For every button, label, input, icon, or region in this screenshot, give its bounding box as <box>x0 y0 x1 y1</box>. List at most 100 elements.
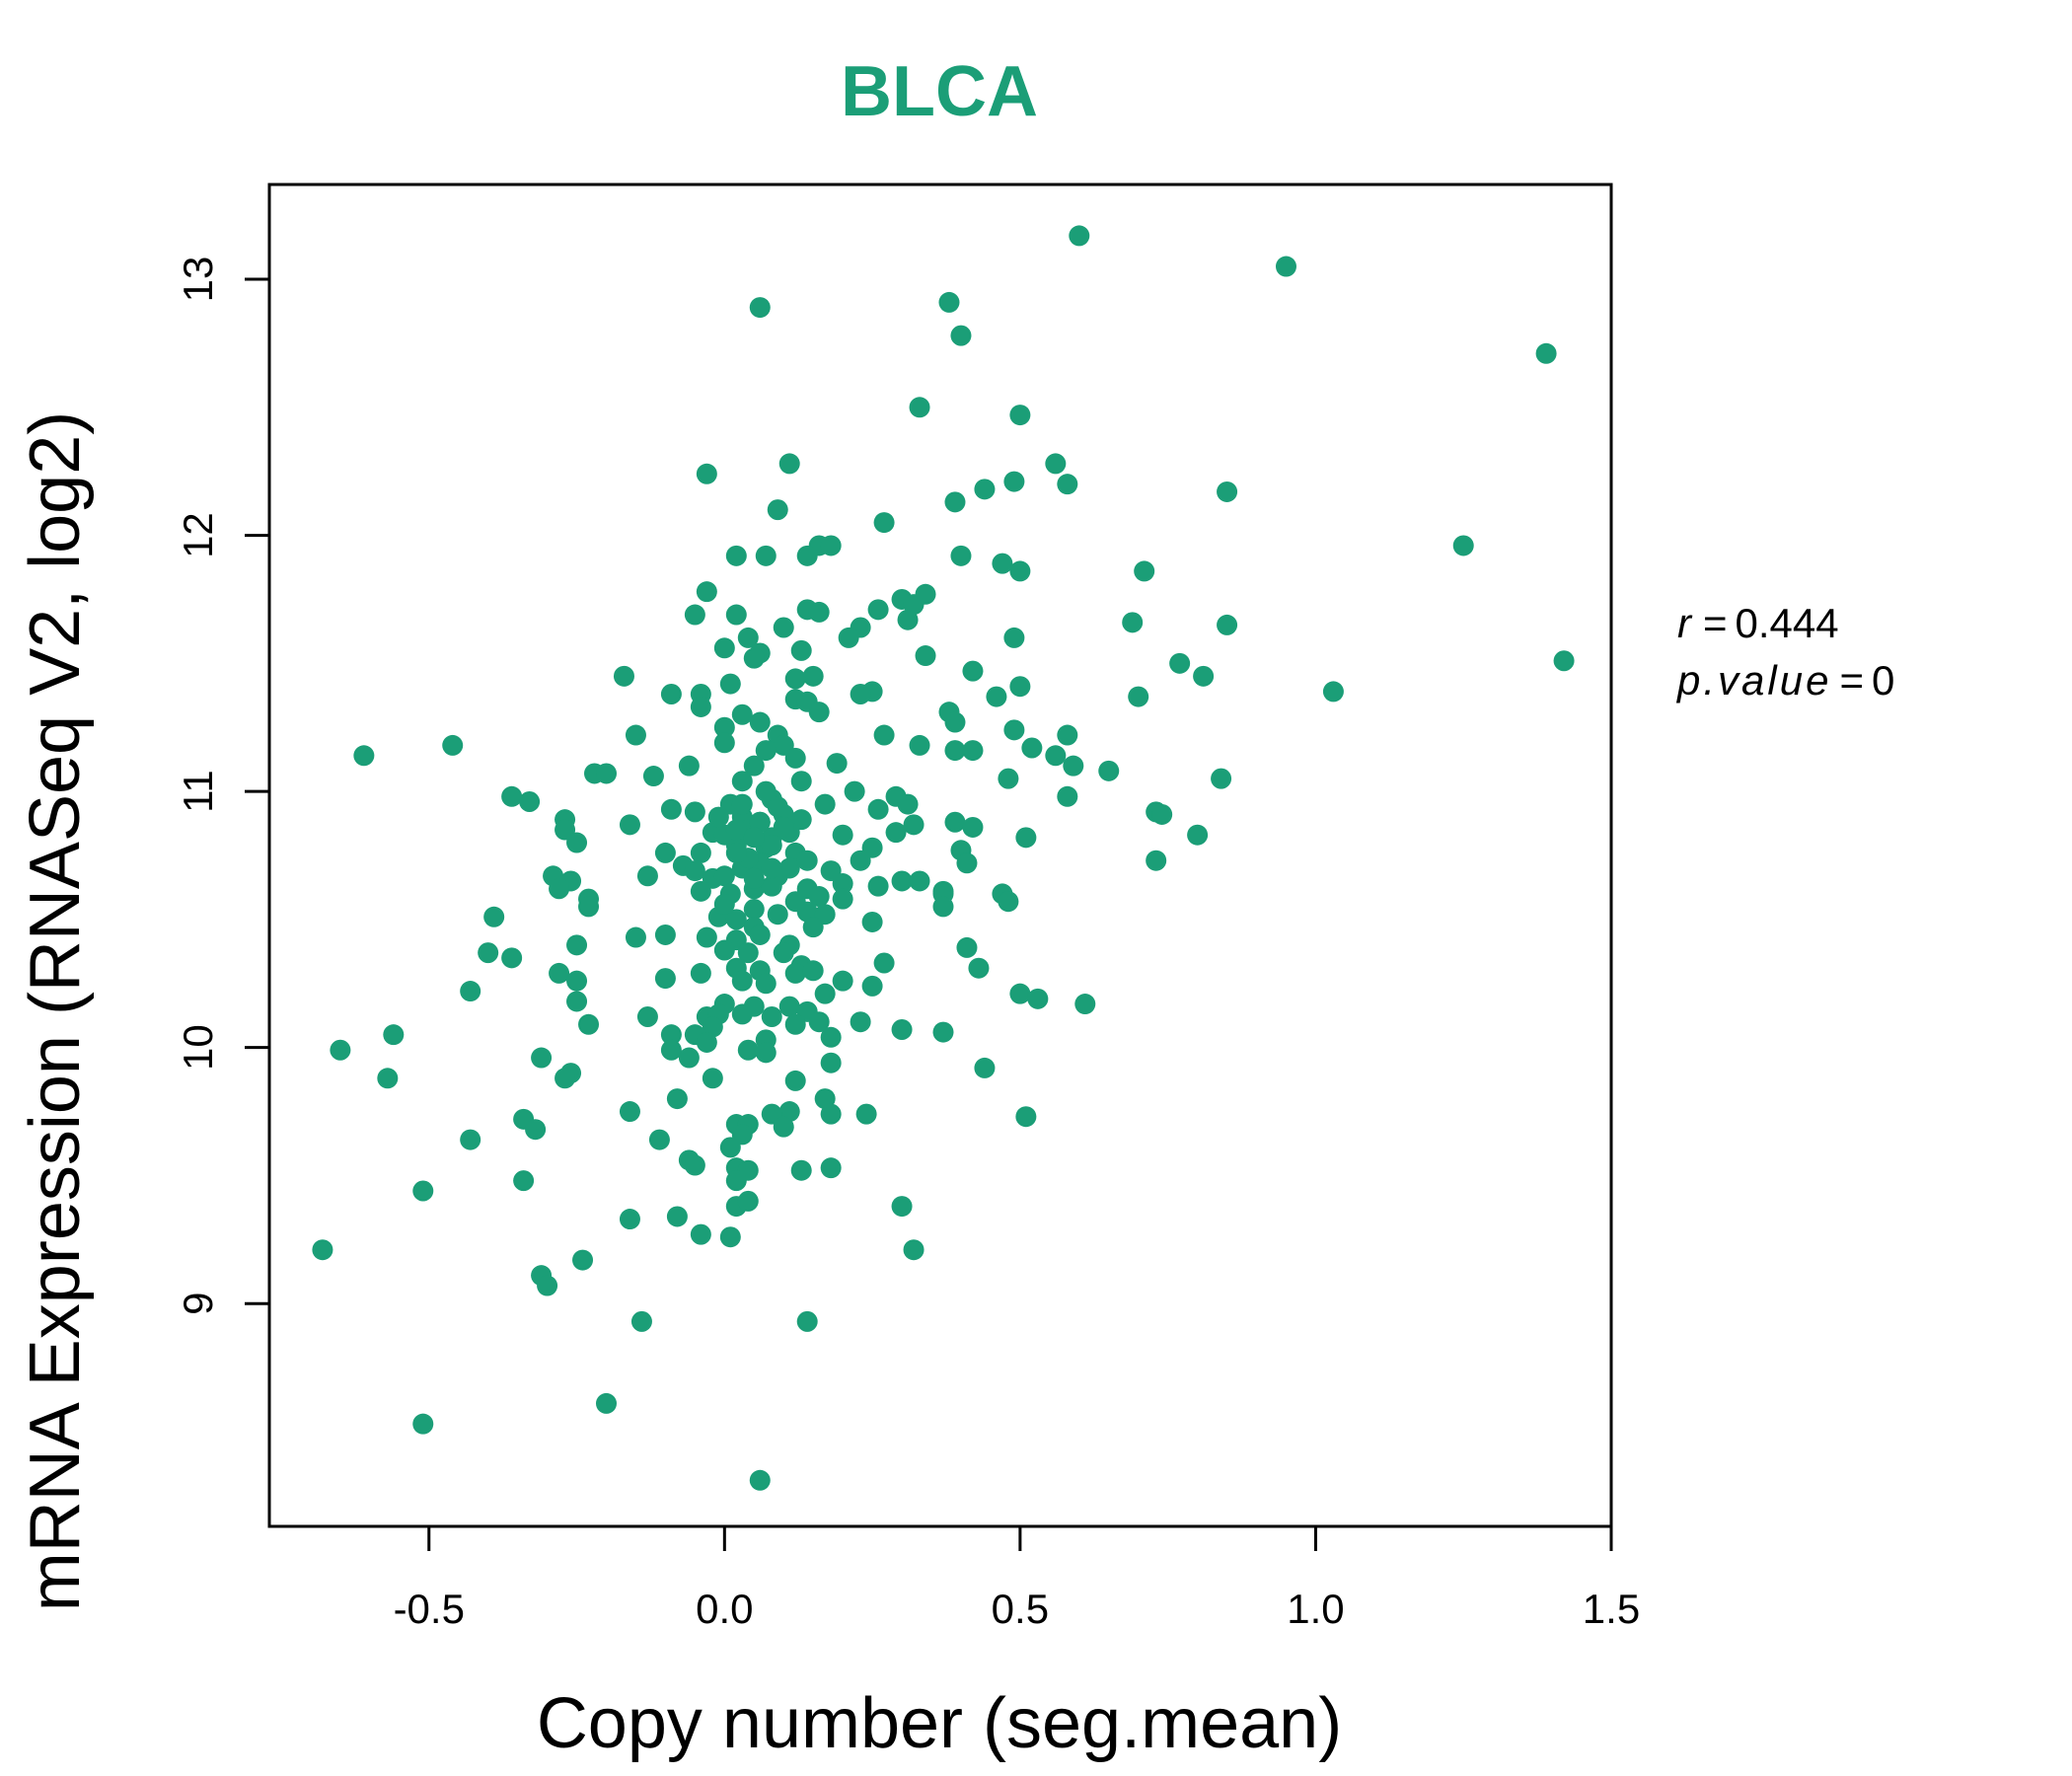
data-point <box>820 1026 842 1048</box>
data-point <box>873 512 895 534</box>
data-point <box>749 924 771 945</box>
data-point <box>684 860 705 882</box>
data-point <box>725 909 747 930</box>
data-point <box>855 1103 877 1125</box>
r-annotation: r = 0.444 <box>1677 600 1839 646</box>
data-point <box>1009 405 1031 426</box>
data-point <box>731 970 753 992</box>
data-point <box>595 1392 617 1414</box>
data-point <box>713 732 735 754</box>
data-point <box>778 996 800 1017</box>
data-point <box>377 1068 399 1089</box>
data-point <box>731 771 753 792</box>
data-point <box>383 1024 405 1046</box>
data-point <box>713 893 735 915</box>
data-point <box>802 665 824 687</box>
data-point <box>713 716 735 738</box>
data-point <box>696 581 717 603</box>
data-point <box>725 1170 747 1192</box>
data-point <box>826 753 848 775</box>
data-point <box>743 647 765 669</box>
data-point <box>755 780 777 802</box>
data-point <box>1211 768 1232 789</box>
data-point <box>713 865 735 887</box>
data-point <box>566 934 588 956</box>
data-point <box>743 827 765 849</box>
data-point <box>773 1116 794 1138</box>
data-point <box>1045 745 1067 767</box>
data-point <box>719 1226 741 1248</box>
data-point <box>1009 676 1031 698</box>
data-point <box>690 880 711 902</box>
data-point <box>755 545 777 566</box>
data-point <box>944 491 966 513</box>
data-point <box>909 734 930 756</box>
data-point <box>1069 225 1090 247</box>
data-point <box>613 665 634 687</box>
data-point <box>666 1206 688 1227</box>
data-point <box>820 1103 842 1125</box>
y-axis-title: mRNA Expression (RNASeq V2, log2) <box>16 411 95 1611</box>
data-point <box>442 734 464 756</box>
data-point <box>412 1413 434 1435</box>
data-point <box>648 1129 670 1150</box>
r-equals: = <box>1703 600 1728 646</box>
data-point <box>850 1011 871 1033</box>
data-point <box>986 686 1007 707</box>
data-point <box>690 962 711 984</box>
y-tick-label: 11 <box>175 770 221 813</box>
data-point <box>1057 474 1078 495</box>
data-point <box>1193 665 1215 687</box>
data-point <box>1452 535 1474 556</box>
data-point <box>944 811 966 833</box>
data-point <box>636 1006 658 1028</box>
data-point <box>838 627 859 648</box>
data-point <box>1003 719 1025 741</box>
data-point <box>625 926 646 948</box>
data-point <box>790 771 812 792</box>
data-point <box>784 668 806 690</box>
data-point <box>968 957 990 979</box>
data-point <box>1021 737 1043 759</box>
data-point <box>1003 627 1025 648</box>
data-point <box>1169 652 1191 674</box>
data-point <box>690 1223 711 1245</box>
data-point <box>654 842 676 863</box>
data-point <box>353 745 375 767</box>
data-point <box>867 798 889 820</box>
data-point <box>630 1310 652 1332</box>
data-point <box>767 904 788 925</box>
data-point <box>749 297 771 319</box>
y-tick-label: 13 <box>175 257 221 303</box>
data-point <box>950 325 972 346</box>
data-point <box>820 535 842 556</box>
data-point <box>767 499 788 521</box>
data-point <box>820 1052 842 1073</box>
data-point <box>478 942 499 964</box>
data-point <box>1128 686 1149 707</box>
data-point <box>808 702 830 723</box>
data-point <box>619 1209 640 1230</box>
r-label: r <box>1677 600 1693 646</box>
data-point <box>737 1039 759 1061</box>
data-point <box>974 1057 996 1078</box>
data-point <box>867 599 889 621</box>
data-point <box>549 878 570 900</box>
data-point <box>832 824 853 846</box>
data-point <box>566 832 588 853</box>
data-point <box>802 917 824 938</box>
data-point <box>312 1239 333 1261</box>
data-point <box>731 703 753 725</box>
data-point <box>820 1157 842 1179</box>
data-point <box>808 1011 830 1033</box>
data-point <box>1027 988 1049 1009</box>
data-point <box>501 947 523 969</box>
data-point <box>737 942 759 964</box>
data-point <box>1122 612 1144 633</box>
data-point <box>962 816 984 838</box>
data-point <box>891 870 913 892</box>
data-point <box>549 962 570 984</box>
data-point <box>773 617 794 638</box>
data-point <box>684 801 705 823</box>
data-point <box>778 857 800 879</box>
